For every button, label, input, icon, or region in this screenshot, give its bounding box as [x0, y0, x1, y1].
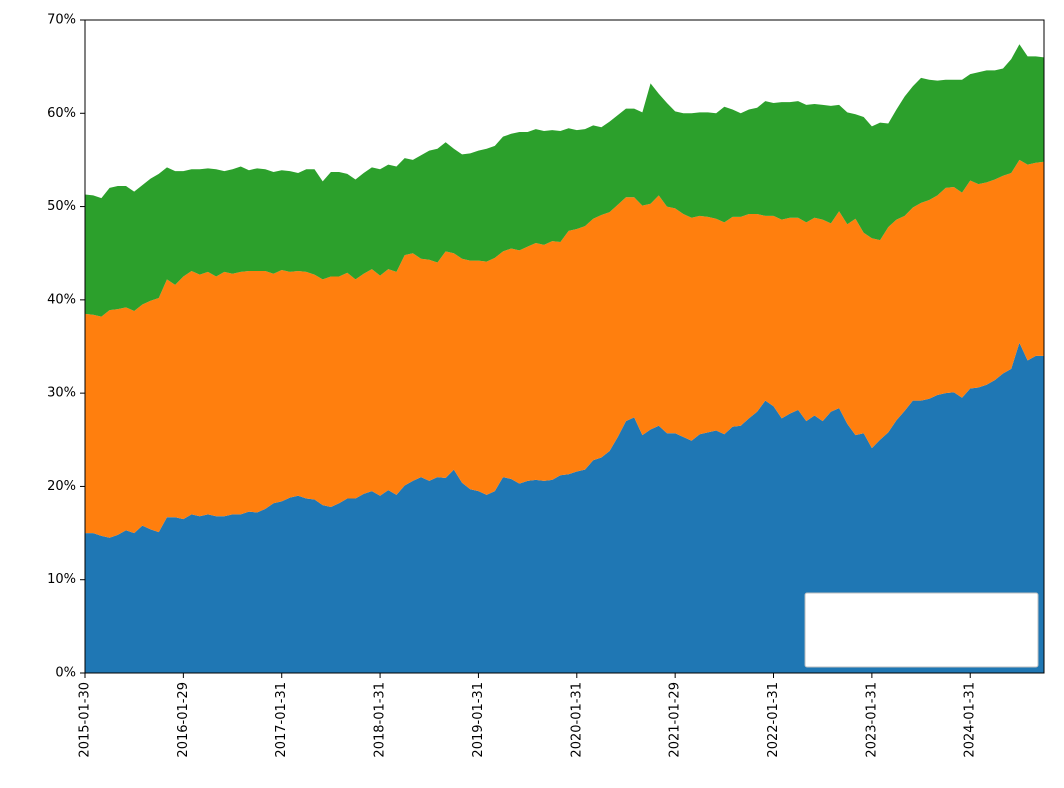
x-tick-label: 2020-01-31 — [569, 682, 584, 758]
x-tick-label: 2017-01-31 — [274, 682, 289, 758]
x-tick-label: 2019-01-31 — [471, 682, 486, 758]
x-tick-label: 2023-01-31 — [864, 682, 879, 758]
chart-svg: 0% 10% 20% 30% 40% 50% 60% 70% 2015-01-30 2016-01… — [0, 0, 1064, 788]
x-tick-label: 2022-01-31 — [766, 682, 781, 758]
y-tick-label: 70% — [47, 13, 76, 28]
y-tick-label: 0% — [55, 666, 76, 681]
y-tick-label: 50% — [47, 199, 76, 214]
x-tick-label: 2024-01-31 — [963, 682, 978, 758]
x-tick-label: 2021-01-29 — [668, 682, 683, 758]
stacked-area-chart: 0% 10% 20% 30% 40% 50% 60% 70% 2015-01-30 2016-01… — [0, 0, 1064, 788]
y-tick-label: 60% — [47, 106, 76, 121]
y-tick-label: 10% — [47, 572, 76, 587]
x-tick-label: 2015-01-30 — [78, 682, 93, 758]
x-tick-label: 2016-01-29 — [176, 682, 191, 758]
y-tick-label: 40% — [47, 292, 76, 307]
y-tick-label: 30% — [47, 386, 76, 401]
x-tick-label: 2018-01-31 — [373, 682, 388, 758]
y-tick-label: 20% — [47, 479, 76, 494]
